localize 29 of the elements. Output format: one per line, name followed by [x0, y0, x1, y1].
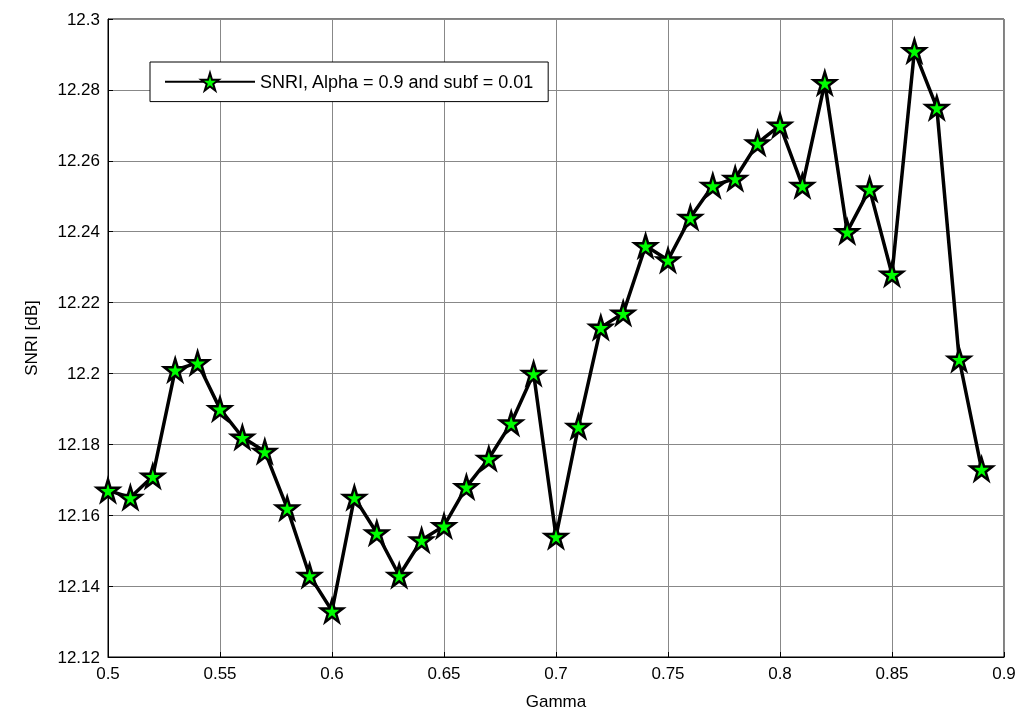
y-axis-title: SNRI [dB] — [22, 300, 41, 376]
point — [407, 525, 436, 555]
x-tick-label: 0.8 — [768, 664, 792, 683]
point — [272, 493, 302, 523]
point — [496, 408, 526, 438]
x-axis-title: Gamma — [525, 692, 587, 711]
legend-label: SNRI, Alpha = 0.9 and subf = 0.01 — [260, 71, 534, 92]
y-tick-label: 12.3 — [66, 9, 100, 29]
y-tick-label: 12.26 — [57, 151, 100, 171]
x-tick-label: 0.85 — [875, 664, 909, 683]
x-tick-label: 0.7 — [544, 664, 568, 683]
x-tick-label: 0.9 — [992, 664, 1016, 683]
x-tick-label: 0.55 — [203, 664, 237, 683]
y-tick-label: 12.24 — [57, 222, 100, 242]
y-tick-label: 12.16 — [57, 505, 100, 525]
x-tick-label: 0.6 — [320, 664, 344, 683]
y-tick-label: 12.12 — [57, 647, 100, 667]
point — [653, 245, 683, 275]
y-tick-label: 12.2 — [66, 363, 100, 383]
point — [877, 259, 907, 289]
point — [138, 461, 168, 491]
y-tick-label: 12.22 — [57, 293, 100, 313]
x-tick-label: 0.65 — [427, 664, 461, 683]
point — [608, 298, 638, 328]
y-tick-label: 12.28 — [57, 80, 100, 100]
x-tick-label: 0.5 — [96, 664, 120, 683]
y-tick-label: 12.18 — [57, 434, 100, 454]
x-tick-label: 0.75 — [651, 664, 685, 683]
y-tick-label: 12.14 — [57, 576, 100, 596]
